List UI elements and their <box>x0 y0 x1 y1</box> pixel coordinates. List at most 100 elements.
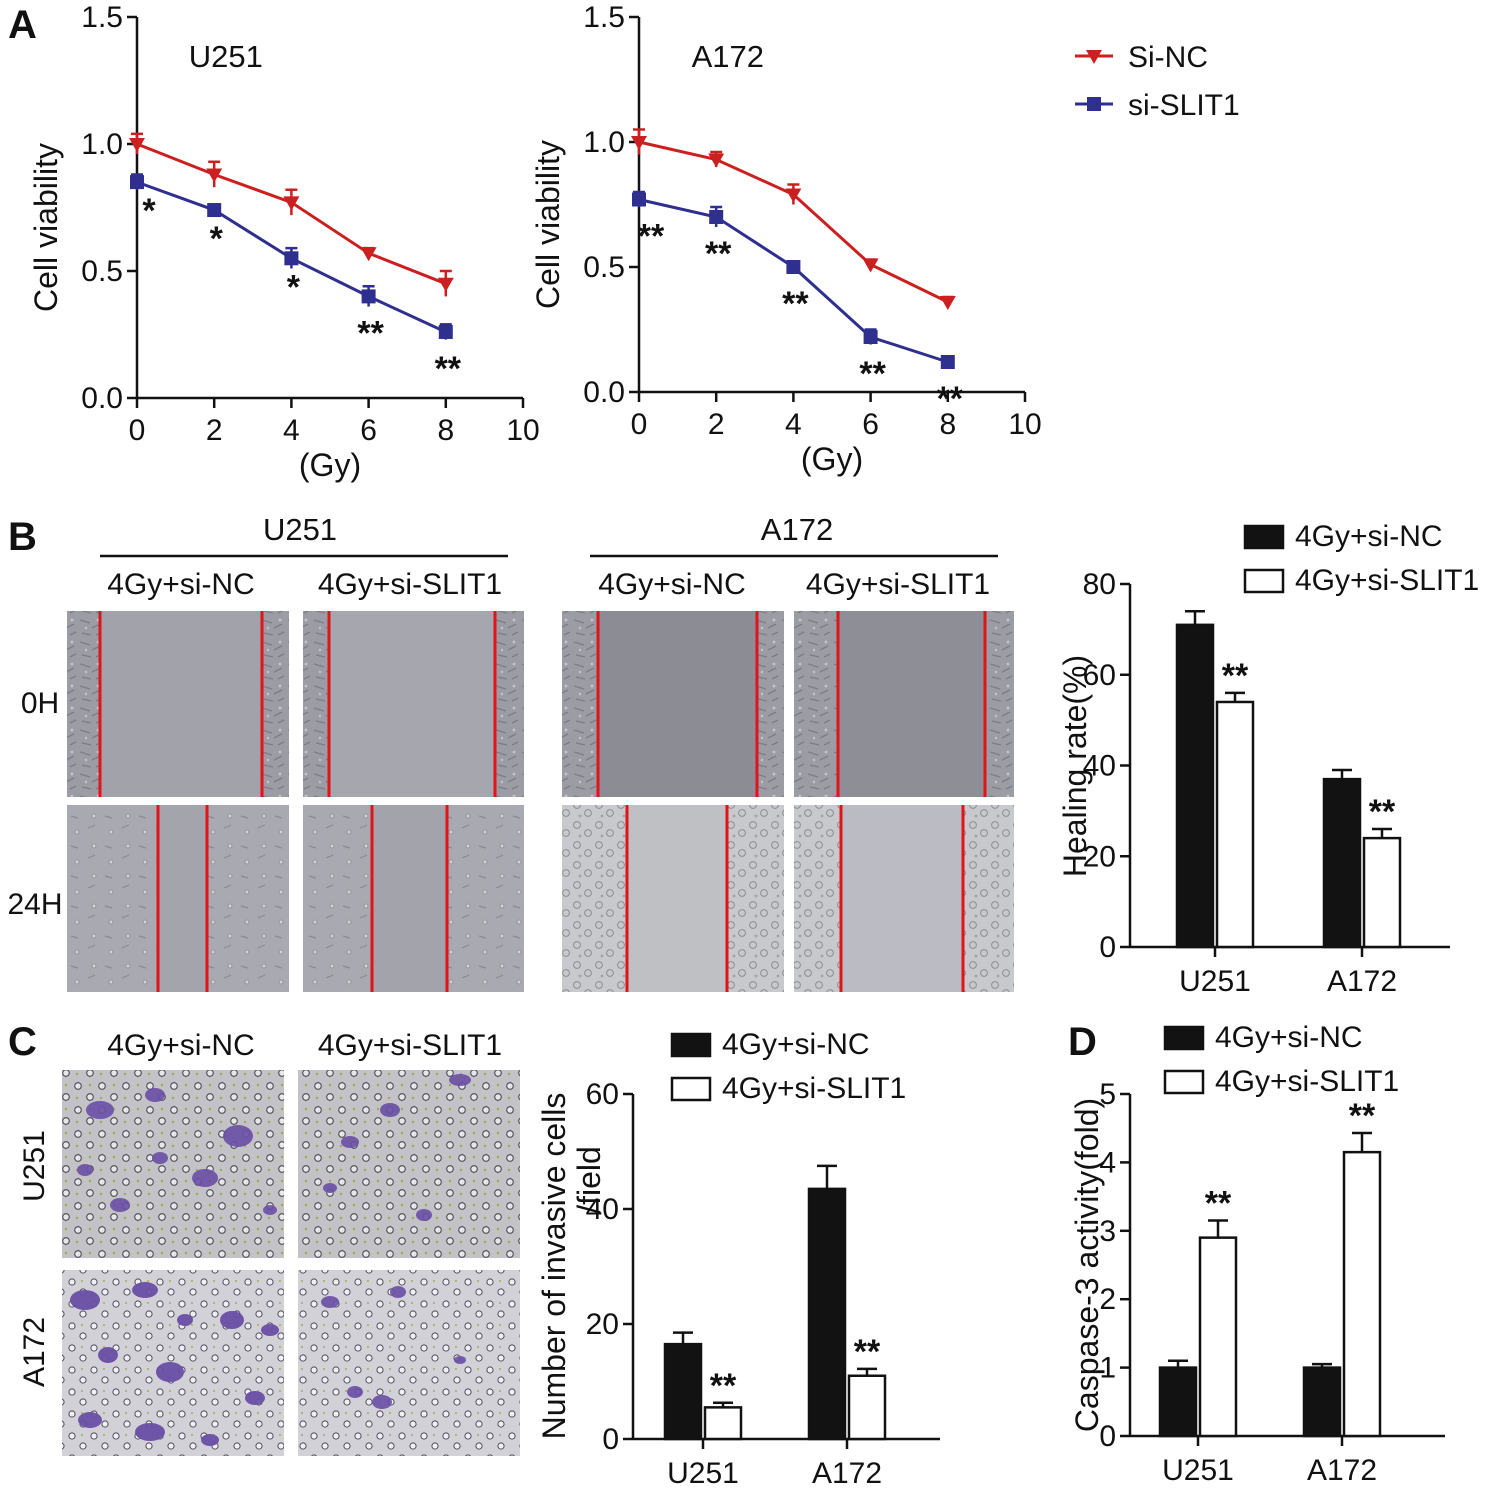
line-chart-a172: 0.0 0.5 1.0 1.5 0 2 4 6 8 10 (Gy) Cell viability A17… <box>530 1 1042 477</box>
y-tick-label: 0.0 <box>583 376 625 409</box>
group-label-u251: U251 <box>263 512 337 547</box>
bar <box>703 1406 743 1441</box>
y-tick-label: 40 <box>586 1193 619 1226</box>
significance-label: * <box>142 192 156 230</box>
y-axis-title-line1: Number of invasive cells <box>536 1093 572 1440</box>
micrograph-u251-si-nc-0h <box>67 611 289 797</box>
x-tick-label: 6 <box>862 408 879 441</box>
significance-label: ** <box>1205 1185 1232 1223</box>
bar-chart-caspase-activity: 0 1 2 3 4 5 U251 ** A172 ** Caspase-3 activity(fol… <box>1069 1021 1445 1487</box>
bar <box>847 1374 887 1441</box>
bar-chart-healing-rate: 0 20 40 60 80 U251 ** A172 ** Healing rate(%) 4Gy+… <box>1057 520 1479 998</box>
micrograph-u251-si-slit1-24h <box>303 805 524 992</box>
data-point <box>939 296 956 310</box>
panel-letter-c: C <box>8 1020 37 1064</box>
x-tick-label: 2 <box>206 414 223 447</box>
y-axis-title: Cell viability <box>28 143 64 312</box>
significance-label: ** <box>638 218 665 256</box>
data-point <box>786 260 801 274</box>
y-tick-label: 80 <box>1083 568 1116 601</box>
significance-label: ** <box>859 355 886 393</box>
y-tick-label: 0.0 <box>81 382 123 415</box>
y-tick-label: 40 <box>1083 750 1116 783</box>
condition-label-c-si-slit1: 4Gy+si-SLIT1 <box>318 1029 502 1062</box>
line-chart-u251: 0.0 0.5 1.0 1.5 0 2 4 6 8 10 (Gy) Cell viability U25… <box>28 1 540 483</box>
row-label-c-a172: A172 <box>18 1317 51 1387</box>
x-axis-title: (Gy) <box>299 447 361 483</box>
significance-label: * <box>287 268 301 306</box>
data-point <box>708 153 725 168</box>
data-point <box>438 324 453 339</box>
y-tick-label: 4 <box>1099 1146 1116 1179</box>
significance-label: ** <box>1222 657 1249 695</box>
x-tick-label: 0 <box>631 408 648 441</box>
data-point <box>709 210 724 224</box>
x-tick-label: U251 <box>667 1457 739 1488</box>
significance-label: ** <box>705 235 732 273</box>
legend-line-charts: Si-NC si-SLIT1 <box>1075 41 1240 122</box>
significance-label: ** <box>782 285 809 323</box>
data-point <box>785 188 802 203</box>
bar <box>1175 623 1215 949</box>
legend-label: 4Gy+si-SLIT1 <box>722 1072 906 1105</box>
x-tick-label: 6 <box>360 414 377 447</box>
x-tick-label: 10 <box>506 414 539 447</box>
micrograph-u251-si-nc-24h <box>67 805 289 992</box>
y-tick-label: 0.5 <box>583 251 625 284</box>
data-point <box>631 136 647 150</box>
micrograph-a172-si-nc-0h <box>562 611 784 797</box>
panel-letter-a: A <box>8 3 37 47</box>
significance-label: * <box>210 220 224 258</box>
micrograph-c-a172-si-nc <box>62 1270 284 1456</box>
condition-label-u251-si-nc: 4Gy+si-NC <box>107 568 255 601</box>
y-axis-title-line2: /field <box>571 1146 607 1214</box>
x-tick-label: A172 <box>1307 1454 1377 1487</box>
panel-letter-b: B <box>8 515 37 559</box>
condition-label-c-si-nc: 4Gy+si-NC <box>107 1029 255 1062</box>
condition-label-u251-si-slit1: 4Gy+si-SLIT1 <box>318 568 502 601</box>
micrograph-c-u251-si-slit1 <box>298 1070 520 1258</box>
bar <box>1198 1236 1238 1438</box>
y-tick-label: 0 <box>1099 1420 1116 1453</box>
row-label-c-u251: U251 <box>18 1130 51 1202</box>
x-tick-label: 4 <box>785 408 802 441</box>
legend-swatch-si-nc <box>1243 524 1285 550</box>
micrograph-c-u251-si-nc <box>62 1070 284 1258</box>
bar <box>1322 777 1362 949</box>
significance-label: ** <box>710 1367 737 1405</box>
legend-label: 4Gy+si-NC <box>1215 1021 1363 1054</box>
y-tick-label: 1.5 <box>81 1 123 34</box>
row-label-0h: 0H <box>21 687 59 720</box>
micrograph-a172-si-nc-24h <box>562 805 784 992</box>
x-tick-label: U251 <box>1179 965 1251 998</box>
legend-label: 4Gy+si-NC <box>722 1028 870 1061</box>
transwell-images: 4Gy+si-NC 4Gy+si-SLIT1 U251 A172 <box>18 1029 520 1456</box>
y-tick-label: 60 <box>586 1078 619 1111</box>
bar <box>807 1187 847 1441</box>
y-tick-label: 1 <box>1099 1352 1116 1385</box>
y-tick-label: 3 <box>1099 1215 1116 1248</box>
significance-label: ** <box>357 314 384 352</box>
data-point <box>437 277 454 292</box>
chart-title: U251 <box>189 39 263 74</box>
legend-swatch-si-slit1 <box>1163 1069 1205 1095</box>
y-tick-label: 0 <box>1099 931 1116 964</box>
x-tick-label: 8 <box>437 414 454 447</box>
y-axis-title: Caspase-3 activity(fold) <box>1069 1098 1105 1432</box>
bar <box>1302 1366 1342 1438</box>
row-label-24h: 24H <box>7 888 62 921</box>
bar <box>1158 1366 1198 1438</box>
y-axis-title: Healing rate(%) <box>1057 655 1093 877</box>
y-tick-label: 1.0 <box>583 126 625 159</box>
bar <box>1342 1150 1382 1438</box>
data-point <box>862 258 879 273</box>
significance-label: ** <box>1349 1097 1376 1135</box>
data-point <box>940 355 955 369</box>
data-point <box>129 138 145 152</box>
data-point <box>632 192 646 207</box>
y-tick-label: 0.5 <box>81 255 123 288</box>
condition-label-a172-si-slit1: 4Gy+si-SLIT1 <box>806 568 990 601</box>
y-tick-label: 1.0 <box>81 128 123 161</box>
x-tick-label: 10 <box>1008 408 1041 441</box>
legend-marker-si-slit1 <box>1087 97 1101 111</box>
